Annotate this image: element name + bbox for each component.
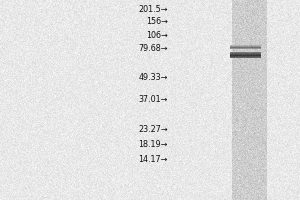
- Text: 79.68→: 79.68→: [139, 44, 168, 53]
- Text: 106→: 106→: [146, 30, 168, 40]
- Text: 201.5→: 201.5→: [139, 4, 168, 14]
- Text: 156→: 156→: [146, 17, 168, 25]
- Text: 14.17→: 14.17→: [139, 154, 168, 164]
- Text: 23.27→: 23.27→: [138, 124, 168, 134]
- Text: 37.01→: 37.01→: [139, 95, 168, 104]
- Text: 49.33→: 49.33→: [139, 72, 168, 82]
- Text: 18.19→: 18.19→: [139, 140, 168, 149]
